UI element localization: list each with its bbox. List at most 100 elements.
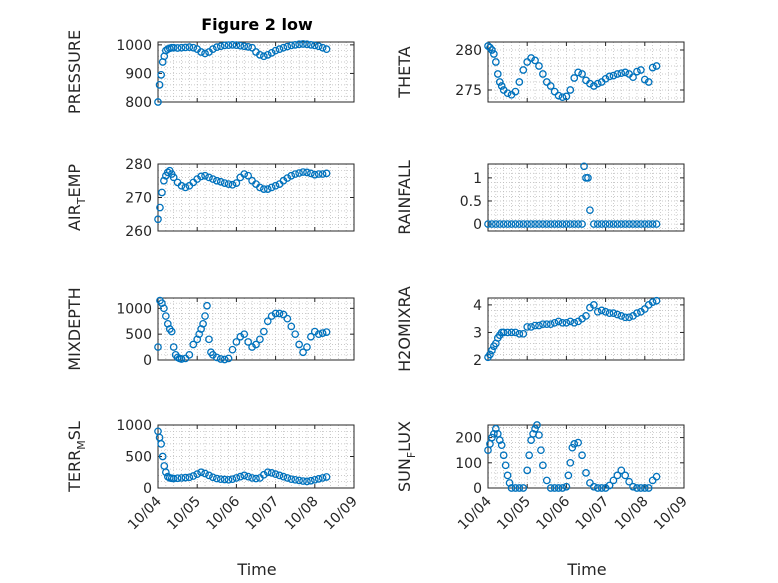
data-point [633, 309, 641, 318]
data-point [307, 41, 315, 49]
data-point [177, 181, 186, 190]
ylabel-6: H2OMIXRA [395, 286, 414, 372]
data-point [637, 220, 645, 228]
data-point [275, 471, 284, 480]
data-point [593, 307, 602, 316]
data-point [314, 170, 323, 178]
data-point [519, 484, 528, 492]
data-point [633, 220, 641, 228]
data-point [256, 335, 264, 344]
data-point [491, 220, 500, 228]
data-point [613, 70, 622, 78]
data-point [589, 301, 598, 309]
data-point [515, 220, 524, 228]
data-point [613, 471, 622, 480]
data-point [295, 169, 303, 177]
data-point [527, 323, 535, 331]
data-point [582, 469, 590, 477]
data-point [295, 40, 303, 49]
data-point [621, 471, 630, 480]
data-point [271, 181, 280, 190]
data-point [283, 474, 292, 482]
data-point [203, 301, 211, 310]
data-point [535, 321, 543, 330]
data-point [201, 312, 209, 320]
data-point [558, 220, 567, 228]
axes-frame [487, 41, 685, 103]
data-point [161, 46, 170, 55]
data-point [511, 87, 520, 96]
data-point [263, 317, 272, 326]
data-point [601, 307, 610, 316]
ylabel-3: AIRTEMP [65, 164, 88, 231]
data-point [220, 355, 229, 364]
data-point [601, 74, 610, 83]
data-point [158, 188, 166, 197]
data-point [181, 43, 190, 52]
data-point [263, 185, 272, 193]
data-point [491, 424, 500, 433]
data-point [584, 174, 592, 182]
data-point [220, 179, 229, 187]
data-point [310, 475, 319, 484]
data-point [554, 484, 563, 492]
data-point [263, 51, 272, 59]
data-point [558, 318, 567, 327]
figure-title: Figure 2 low [201, 15, 313, 34]
data-point [212, 353, 221, 362]
data-point [566, 86, 575, 94]
data-point [287, 171, 296, 180]
data-point [228, 41, 237, 49]
y-tick-label: 275 [455, 83, 482, 99]
data-point [570, 74, 579, 82]
data-point [523, 220, 532, 228]
data-point [523, 58, 532, 66]
data-point [629, 482, 637, 491]
data-point [299, 477, 307, 485]
data-point [566, 458, 575, 467]
data-point [287, 322, 296, 331]
data-point [554, 220, 563, 228]
data-point [564, 471, 573, 480]
data-point [605, 481, 614, 490]
data-point [232, 338, 241, 346]
data-point [535, 62, 543, 70]
data-point [558, 484, 567, 492]
data-point [158, 452, 167, 461]
data-point [279, 43, 288, 52]
data-point [617, 466, 626, 475]
data-point [497, 82, 506, 90]
y-tick-label: 500 [125, 450, 152, 466]
data-point [314, 475, 323, 483]
data-point [259, 52, 268, 61]
data-point [310, 170, 319, 179]
data-point [537, 446, 545, 455]
data-point [310, 41, 319, 50]
data-point [322, 169, 331, 178]
data-point [205, 471, 213, 480]
data-point [507, 484, 516, 492]
data-point [558, 93, 567, 102]
data-point [640, 305, 649, 313]
data-point [495, 436, 504, 444]
data-point [160, 176, 168, 185]
data-point [519, 329, 528, 338]
y-tick-label: 4 [473, 298, 482, 314]
data-point [291, 41, 300, 49]
data-point [539, 461, 547, 470]
data-point [644, 484, 653, 492]
data-point [169, 474, 178, 483]
data-point [224, 354, 233, 363]
data-point [531, 56, 539, 65]
data-point [648, 220, 657, 228]
data-point [488, 46, 496, 54]
xlabel-8: Time [566, 560, 606, 579]
data-point [570, 220, 579, 228]
data-point [625, 477, 633, 486]
data-point [640, 484, 649, 492]
data-point [169, 173, 178, 182]
data-point [484, 220, 492, 228]
data-point [189, 472, 198, 480]
data-point [283, 42, 292, 51]
